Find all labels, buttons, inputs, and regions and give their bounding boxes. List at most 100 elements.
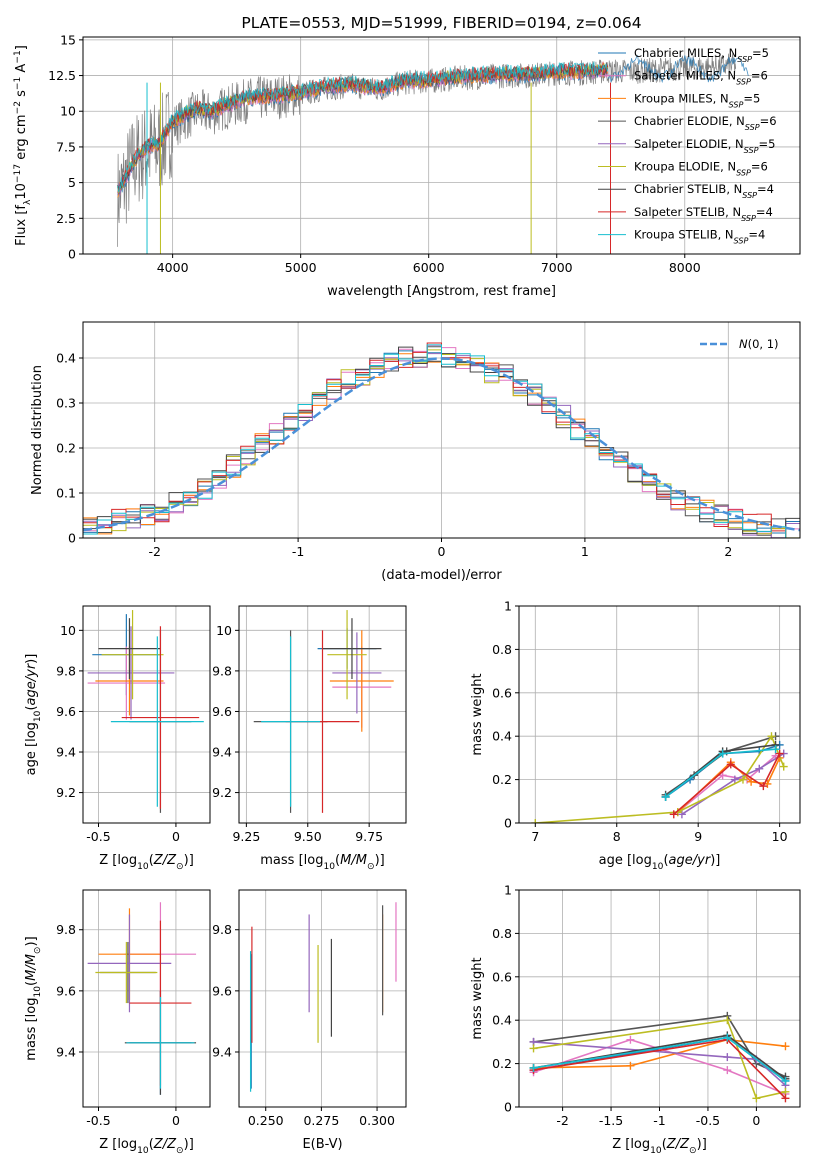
legend-label: N(0, 1) xyxy=(739,337,779,351)
weight-marker xyxy=(726,760,735,769)
y-tick-label: 10 xyxy=(216,623,232,638)
weight-marker xyxy=(723,1016,732,1025)
panel-age_vs_mass: 9.25 9.50 9.75 9.2 9.4 9.6 9.8 10 mass [log10(M/… xyxy=(212,605,407,872)
weight-marker xyxy=(677,810,686,819)
x-tick-label: 8 xyxy=(613,829,621,844)
x-tick-label: 7000 xyxy=(541,260,573,275)
legend-label: Salpeter ELODIE, NSSP=5 xyxy=(634,137,775,155)
legend-label: Salpeter STELIB, NSSP=4 xyxy=(634,205,773,223)
y-axis-label: age [log10(age/yr)] xyxy=(24,654,43,776)
legend-label: Chabrier MILES, NSSP=5 xyxy=(634,46,769,64)
y-tick-label: 9.6 xyxy=(212,704,232,719)
axes-frame xyxy=(82,889,211,1108)
spectrum-model-line xyxy=(117,60,609,193)
weight-marker xyxy=(529,1044,538,1053)
y-tick-label: 0.4 xyxy=(492,1013,512,1028)
y-axis-label: mass weight xyxy=(470,957,485,1039)
weight-marker xyxy=(771,745,780,754)
x-axis-label: age [log10(age/yr)] xyxy=(599,853,721,872)
y-tick-label: 10 xyxy=(60,104,76,119)
y-tick-label: 0.6 xyxy=(492,685,512,700)
x-tick-label: 0.300 xyxy=(359,1113,395,1128)
y-axis-label: mass weight xyxy=(470,673,485,755)
legend-label: Kroupa ELODIE, NSSP=6 xyxy=(634,160,768,178)
weight-marker xyxy=(755,764,764,773)
weight-marker xyxy=(723,1033,732,1042)
y-tick-label: 7.5 xyxy=(56,139,76,154)
y-tick-label: 12.5 xyxy=(48,68,76,83)
y-tick-label: 9.8 xyxy=(56,663,76,678)
y-tick-label: 9.8 xyxy=(212,922,232,937)
x-tick-label: 10 xyxy=(772,829,788,844)
weight-marker xyxy=(752,1094,761,1103)
y-axis-label: Normed distribution xyxy=(30,365,45,495)
legend-label: Salpeter MILES, NSSP=6 xyxy=(634,69,768,87)
y-tick-label: 1 xyxy=(504,599,512,614)
y-tick-label: 0.2 xyxy=(492,772,512,787)
y-tick-label: 0 xyxy=(68,531,76,546)
grid-age_vs_Z xyxy=(83,606,210,823)
chart-title: PLATE=0553, MJD=51999, FIBERID=0194, z=0… xyxy=(241,14,641,32)
x-tick-label: 4000 xyxy=(157,260,189,275)
y-tick-label: 9.2 xyxy=(56,785,76,800)
y-tick-label: 0.2 xyxy=(56,441,76,456)
plot-area-age_vs_Z xyxy=(87,610,204,813)
weight-marker xyxy=(730,775,739,784)
y-tick-label: 0.1 xyxy=(56,486,76,501)
y-tick-label: 9.8 xyxy=(56,922,76,937)
legend-label: Chabrier ELODIE, NSSP=6 xyxy=(634,114,777,132)
y-tick-label: 0.2 xyxy=(492,1056,512,1071)
y-tick-label: 2.5 xyxy=(56,211,76,226)
x-tick-label: -1 xyxy=(653,1113,665,1128)
x-tick-label: 1 xyxy=(581,544,589,559)
axes-frame xyxy=(82,605,211,824)
y-tick-label: 0 xyxy=(504,816,512,831)
x-tick-label: -0.5 xyxy=(86,1113,110,1128)
y-tick-label: 9.2 xyxy=(212,785,232,800)
panel-mass_vs_Z: -0.5 0 9.4 9.6 9.8 Z [log10(Z/Z⊙)] mass [log10… xyxy=(24,889,211,1156)
spectrum-model-line xyxy=(607,54,749,84)
y-tick-label: 9.6 xyxy=(56,704,76,719)
legend-label: Chabrier STELIB, NSSP=4 xyxy=(634,182,774,200)
y-tick-label: 0.4 xyxy=(56,351,76,366)
histogram-series xyxy=(83,344,800,538)
y-tick-label: 10 xyxy=(60,623,76,638)
weight-marker xyxy=(781,1042,790,1051)
y-tick-label: 5 xyxy=(68,175,76,190)
y-tick-label: 9.4 xyxy=(212,1044,232,1059)
x-tick-label: 0.275 xyxy=(303,1113,339,1128)
x-axis-label: (data-model)/error xyxy=(381,568,502,583)
x-axis-label: Z [log10(Z/Z⊙)] xyxy=(99,1137,194,1156)
y-tick-label: 0.6 xyxy=(492,969,512,984)
x-tick-label: -1.5 xyxy=(599,1113,623,1128)
x-tick-label: 7 xyxy=(531,829,539,844)
axes-frame xyxy=(518,889,801,1108)
weight-marker xyxy=(626,1061,635,1070)
x-axis-label: Z [log10(Z/Z⊙)] xyxy=(612,1137,707,1156)
x-tick-label: -1 xyxy=(292,544,304,559)
legend-label: Kroupa STELIB, NSSP=4 xyxy=(634,228,765,246)
plot-area-weight_vs_age xyxy=(531,732,788,823)
weight-marker xyxy=(759,782,768,791)
y-tick-label: 0.4 xyxy=(492,729,512,744)
y-tick-label: 9.8 xyxy=(212,663,232,678)
x-axis-label: mass [log10(M/M⊙)] xyxy=(260,853,384,872)
plot-area-spectrum xyxy=(117,53,749,254)
axes-frame xyxy=(82,321,801,539)
weight-line xyxy=(533,1038,786,1095)
y-tick-label: 9.6 xyxy=(212,983,232,998)
y-tick-label: 9.4 xyxy=(56,745,76,760)
x-tick-label: 9 xyxy=(694,829,702,844)
x-tick-label: 8000 xyxy=(669,260,701,275)
x-tick-label: 0 xyxy=(172,829,180,844)
legend-label: Kroupa MILES, NSSP=5 xyxy=(634,91,760,109)
y-tick-label: 9.4 xyxy=(212,745,232,760)
gaussian-line xyxy=(83,357,800,532)
weight-marker xyxy=(626,1035,635,1044)
x-tick-label: 5000 xyxy=(285,260,317,275)
y-tick-label: 0 xyxy=(504,1100,512,1115)
weight-marker xyxy=(669,810,678,819)
legend: Chabrier MILES, NSSP=5 Salpeter MILES, NS… xyxy=(598,46,777,245)
grid-mass_vs_ebv xyxy=(239,890,406,1107)
y-axis-label: mass [log10(M/M⊙)] xyxy=(24,936,43,1060)
